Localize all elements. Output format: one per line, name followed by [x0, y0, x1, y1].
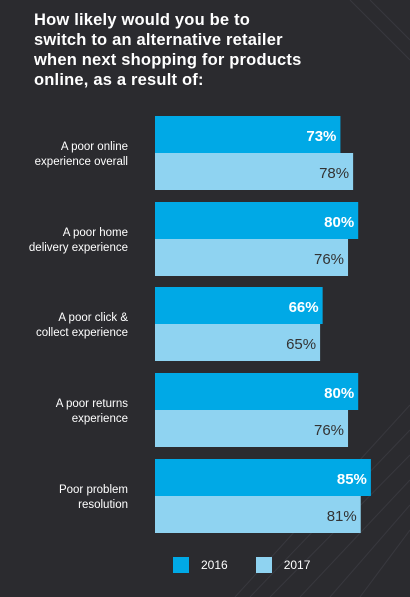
legend-swatch-2017	[255, 557, 272, 573]
category-label: A poor click & collect experience	[36, 312, 128, 339]
legend-label-2017: 2017	[283, 558, 311, 572]
legend-swatch-2016	[173, 557, 189, 573]
bar-2016	[155, 202, 359, 239]
title-line: when next shopping for products	[34, 51, 302, 69]
data-label-2017: 78%	[319, 165, 349, 182]
data-label-2017: 81%	[327, 508, 357, 525]
bar-2017	[155, 324, 321, 361]
chart-title: How likely would you be to switch to an …	[34, 10, 324, 90]
title-line: switch to an alternative retailer	[34, 31, 283, 49]
category-label: Poor problem resolution	[59, 484, 128, 511]
bar-2017	[155, 239, 349, 276]
bar-2017	[155, 410, 349, 447]
data-label-2016: 66%	[289, 299, 319, 316]
bar-2016	[155, 287, 323, 324]
data-label-2016: 73%	[306, 128, 336, 145]
data-label-2016: 80%	[324, 214, 354, 231]
bar-2016	[155, 116, 341, 153]
bar-2016	[155, 459, 371, 496]
data-label-2016: 80%	[324, 385, 354, 402]
bar-2017	[155, 496, 361, 533]
title-line: online, as a result of:	[34, 71, 204, 89]
data-label-2017: 76%	[314, 251, 344, 268]
data-label-2017: 65%	[286, 336, 316, 353]
bar-2017	[155, 153, 354, 190]
legend: 2016 2017	[173, 556, 338, 574]
title-line: How likely would you be to	[34, 11, 251, 29]
data-label-2016: 85%	[337, 471, 367, 488]
category-label: A poor returns experience	[56, 398, 128, 425]
bar-2016	[155, 373, 359, 410]
data-label-2017: 76%	[314, 422, 344, 439]
legend-label-2016: 2016	[201, 558, 228, 572]
category-label: A poor online experience overall	[35, 141, 128, 168]
category-label: A poor home delivery experience	[29, 227, 128, 254]
